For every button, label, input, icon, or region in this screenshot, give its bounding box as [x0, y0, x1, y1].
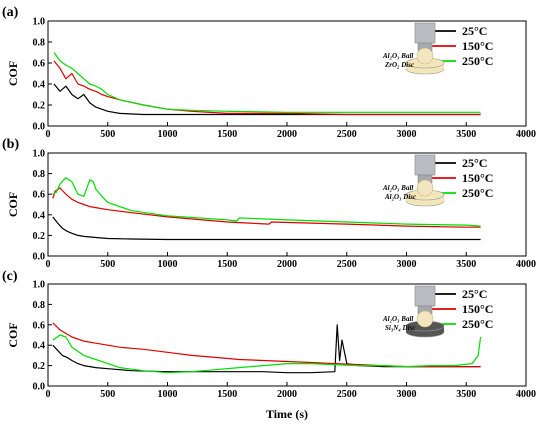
x-tick-label: 2500	[337, 389, 357, 400]
panel-2: (c) COF 0.0 0.2 0.4 0.6 0.8 1.0 0 500 1000 1500 2000…	[2, 269, 536, 400]
ball-on-disc-icon	[405, 285, 445, 338]
x-tick-label: 1000	[158, 389, 178, 400]
y-tick-label: 0.0	[33, 382, 46, 393]
y-tick-label: 0.2	[33, 361, 46, 372]
series-line-2	[52, 334, 482, 374]
panel-label: (a)	[2, 5, 19, 20]
x-tick-label: 1500	[217, 389, 237, 400]
y-tick-label: 1.0	[33, 17, 46, 28]
x-tick-label: 4000	[516, 129, 536, 140]
legend-entry: 250°C	[462, 186, 493, 200]
y-tick-label: 0.0	[33, 252, 46, 263]
legend-entry: 25°C	[462, 287, 487, 301]
x-tick-label: 3000	[397, 259, 417, 270]
legend-entry: 250°C	[462, 54, 493, 68]
y-axis-label: COF	[6, 192, 20, 217]
inset-label: Al₂O₃ Ball	[382, 52, 413, 60]
series-line-1	[53, 60, 481, 116]
x-tick-label: 2000	[277, 389, 297, 400]
plot-frame	[47, 152, 527, 257]
legend-entry: 250°C	[462, 317, 493, 331]
x-tick-label: 4000	[516, 389, 536, 400]
y-tick-label: 0.2	[33, 231, 46, 242]
x-tick-label: 2000	[277, 129, 297, 140]
y-tick-label: 0.8	[33, 169, 46, 180]
y-tick-label: 0.8	[33, 38, 46, 49]
legend-entry: 150°C	[462, 302, 493, 316]
x-tick-label: 3000	[397, 129, 417, 140]
series-line-2	[52, 177, 481, 227]
x-tick-label: 3500	[456, 389, 476, 400]
plot-frame	[47, 283, 527, 387]
series-line-0	[52, 216, 481, 241]
x-tick-label: 500	[100, 129, 115, 140]
inset-label: Al₂O₃ Disc	[384, 193, 416, 201]
y-tick-label: 0.0	[33, 122, 46, 133]
panel-label: (b)	[2, 137, 19, 152]
panel-1: (b) COF 0.0 0.2 0.4 0.6 0.8 1.0 0 500 1000 1500 2000…	[2, 137, 536, 270]
legend-entry: 25°C	[462, 156, 487, 170]
x-tick-label: 4000	[516, 259, 536, 270]
x-tick-label: 0	[46, 389, 51, 400]
x-tick-label: 500	[100, 389, 115, 400]
y-tick-label: 1.0	[33, 149, 46, 160]
x-tick-label: 2500	[337, 129, 357, 140]
y-tick-label: 0.6	[33, 320, 46, 331]
x-tick-label: 0	[46, 259, 51, 270]
legend-entry: 150°C	[462, 171, 493, 185]
y-tick-label: 0.2	[33, 101, 46, 112]
panel-0: (a) COF 0.0 0.2 0.4 0.6 0.8 1.0 0 500 1000 1500 2000…	[2, 5, 536, 140]
legend-entry: 150°C	[462, 39, 493, 53]
inset-label: ZrO₂ Disc	[384, 61, 414, 69]
y-tick-label: 0.6	[33, 190, 46, 201]
inset-label: Al₂O₃ Ball	[382, 184, 413, 192]
plot-frame	[47, 20, 527, 127]
panel-label: (c)	[2, 269, 18, 284]
x-tick-label: 1000	[158, 259, 178, 270]
x-axis-label: Time (s)	[266, 407, 308, 421]
y-axis-label: COF	[6, 322, 20, 347]
y-tick-label: 0.4	[33, 80, 46, 91]
ball-on-disc-icon	[405, 154, 445, 207]
inset-label: Al₂O₃ Ball	[382, 315, 413, 323]
ball-on-disc-icon	[405, 22, 445, 75]
x-tick-label: 3500	[456, 129, 476, 140]
x-tick-label: 0	[46, 129, 51, 140]
x-tick-label: 500	[100, 259, 115, 270]
y-tick-label: 0.4	[33, 210, 46, 221]
series-line-2	[53, 52, 481, 113]
y-tick-label: 0.8	[33, 300, 46, 311]
series-line-1	[52, 187, 481, 228]
x-tick-label: 2000	[277, 259, 297, 270]
x-tick-label: 3000	[397, 389, 417, 400]
inset-label: Si₃N₄ Disc	[385, 324, 415, 332]
y-tick-label: 0.6	[33, 59, 46, 70]
x-tick-label: 1500	[217, 259, 237, 270]
y-axis-label: COF	[6, 61, 20, 86]
x-tick-label: 1000	[158, 129, 178, 140]
x-tick-label: 3500	[456, 259, 476, 270]
legend-entry: 25°C	[462, 24, 487, 38]
y-tick-label: 0.4	[33, 341, 46, 352]
x-tick-label: 2500	[337, 259, 357, 270]
y-tick-label: 1.0	[33, 280, 46, 291]
x-tick-label: 1500	[217, 129, 237, 140]
